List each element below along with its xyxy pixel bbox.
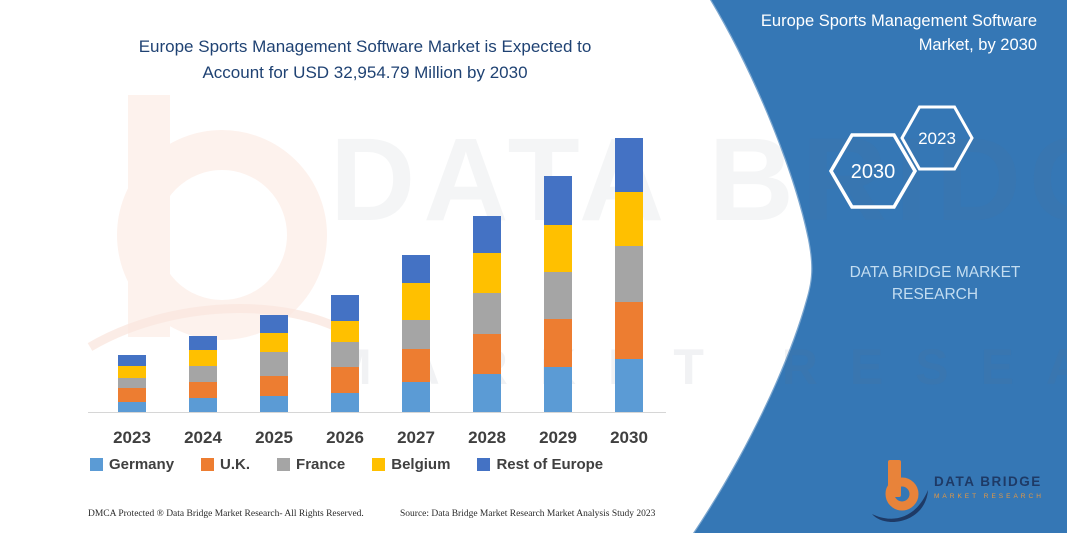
- panel-brand-line2: RESEARCH: [891, 285, 979, 303]
- legend-label-belgium: Belgium: [391, 456, 451, 473]
- bar-segment-germany-2028: [473, 374, 501, 413]
- stacked-bar-2025: [260, 315, 288, 413]
- panel-header: Europe Sports Management Software Market…: [697, 10, 1037, 58]
- stacked-bar-2024: [189, 336, 217, 413]
- bar-segment-belgium-2027: [402, 283, 430, 320]
- hexagon-badges: 2030 2023: [828, 105, 974, 209]
- stacked-bar-2023: [118, 355, 146, 413]
- bar-segment-belgium-2024: [189, 350, 217, 366]
- bar-segment-germany-2030: [615, 359, 643, 413]
- x-axis-label-2028: 2028: [468, 428, 506, 447]
- legend-item-u-k: U.K.: [201, 456, 250, 473]
- stacked-bar-2027: [402, 255, 430, 413]
- bar-segment-france-2027: [402, 320, 430, 349]
- bar-segment-u-k-2029: [544, 319, 572, 367]
- bar-segment-belgium-2030: [615, 192, 643, 246]
- bar-segment-france-2023: [118, 378, 146, 388]
- legend-swatch-germany: [90, 458, 103, 471]
- stacked-bar-2030: [615, 138, 643, 413]
- bar-segment-u-k-2028: [473, 334, 501, 374]
- bar-segment-france-2024: [189, 366, 217, 382]
- legend-swatch-belgium: [372, 458, 386, 471]
- bar-segment-belgium-2023: [118, 366, 146, 378]
- x-axis-label-2029: 2029: [539, 428, 577, 447]
- footer-dmca-note: DMCA Protected ® Data Bridge Market Rese…: [88, 509, 364, 519]
- bar-segment-germany-2027: [402, 382, 430, 413]
- legend-label-u-k: U.K.: [220, 456, 251, 473]
- logo-b-bowl: [885, 477, 919, 511]
- bar-segment-belgium-2029: [544, 225, 572, 272]
- x-axis-label-2024: 2024: [184, 428, 222, 447]
- legend-item-france: France: [277, 456, 345, 473]
- bar-segment-germany-2026: [331, 393, 359, 413]
- logo-title: DATA BRIDGE: [934, 474, 1042, 489]
- bar-segment-germany-2023: [118, 402, 146, 413]
- x-axis-label-2023: 2023: [113, 428, 151, 447]
- x-axis-line: [88, 412, 666, 413]
- bar-segment-rest-of-europe-2026: [331, 295, 359, 321]
- bar-segment-rest-of-europe-2029: [544, 176, 572, 225]
- x-axis-label-2027: 2027: [397, 428, 435, 447]
- chart-title: Europe Sports Management Software Market…: [138, 37, 592, 82]
- bar-segment-germany-2025: [260, 396, 288, 413]
- footer-source-note: Source: Data Bridge Market Research Mark…: [400, 509, 656, 519]
- bar-segment-rest-of-europe-2027: [402, 255, 430, 283]
- chart-legend: Germany U.K. France Belgium Rest of Europe: [90, 456, 603, 473]
- bar-segment-u-k-2027: [402, 349, 430, 382]
- legend-label-germany: Germany: [109, 456, 175, 473]
- legend-item-germany: Germany: [90, 456, 174, 473]
- panel-header-line2: Market, by 2030: [918, 35, 1037, 54]
- blue-panel-edge-highlight: [691, 0, 813, 533]
- bar-segment-rest-of-europe-2024: [189, 336, 217, 350]
- legend-label-france: France: [296, 456, 346, 473]
- legend-swatch-rest-of-europe: [477, 458, 491, 471]
- bar-segment-france-2028: [473, 293, 501, 334]
- bar-segment-germany-2024: [189, 398, 217, 413]
- logo-text: DATA BRIDGE MARKET RESEARCH: [934, 474, 1044, 500]
- stacked-bar-2026: [331, 295, 359, 413]
- panel-brand-text: DATA BRIDGE MARKET RESEARCH: [810, 262, 1060, 305]
- bar-segment-france-2030: [615, 246, 643, 302]
- data-bridge-logo: DATA BRIDGE MARKET RESEARCH: [872, 458, 1052, 524]
- stacked-bar-2029: [544, 176, 572, 413]
- panel-header-line1: Europe Sports Management Software: [760, 12, 1037, 30]
- bar-segment-u-k-2026: [331, 367, 359, 393]
- x-axis-label-2025: 2025: [255, 428, 293, 447]
- legend-label-rest-of-europe: Rest of Europe: [496, 456, 604, 473]
- hexagon-2023: [900, 105, 974, 171]
- bar-segment-france-2029: [544, 272, 572, 319]
- x-axis-label-2026: 2026: [326, 428, 364, 447]
- logo-subtitle: MARKET RESEARCH: [934, 493, 1044, 500]
- bar-segment-rest-of-europe-2023: [118, 355, 146, 366]
- legend-swatch-france: [277, 458, 291, 471]
- bar-segment-u-k-2025: [260, 376, 288, 396]
- bar-segment-belgium-2028: [473, 253, 501, 293]
- blue-panel-path: [693, 0, 1067, 533]
- logo-d-swoosh: [872, 490, 928, 522]
- bar-segment-u-k-2023: [118, 388, 146, 402]
- legend-item-rest-of-europe: Rest of Europe: [477, 456, 603, 473]
- bar-segment-rest-of-europe-2030: [615, 138, 643, 192]
- bar-segment-belgium-2026: [331, 321, 359, 342]
- bar-segment-belgium-2025: [260, 333, 288, 352]
- hexagon-2030: [828, 133, 918, 209]
- bar-segment-germany-2029: [544, 367, 572, 413]
- legend-item-belgium: Belgium: [372, 456, 450, 473]
- hexagon-2023-label: 2023: [918, 129, 956, 148]
- bar-segment-u-k-2030: [615, 302, 643, 359]
- bar-segment-france-2025: [260, 352, 288, 376]
- bar-segment-rest-of-europe-2028: [473, 216, 501, 253]
- x-axis-label-2030: 2030: [610, 428, 648, 447]
- legend-swatch-u-k: [201, 458, 215, 471]
- panel-brand-line1: DATA BRIDGE MARKET: [849, 264, 1021, 281]
- bar-segment-france-2026: [331, 342, 359, 367]
- data-bridge-logo-mark: [872, 460, 928, 522]
- bar-segment-rest-of-europe-2025: [260, 315, 288, 333]
- stacked-bar-2028: [473, 216, 501, 413]
- bar-segment-u-k-2024: [189, 382, 217, 398]
- hexagon-2030-label: 2030: [851, 161, 896, 183]
